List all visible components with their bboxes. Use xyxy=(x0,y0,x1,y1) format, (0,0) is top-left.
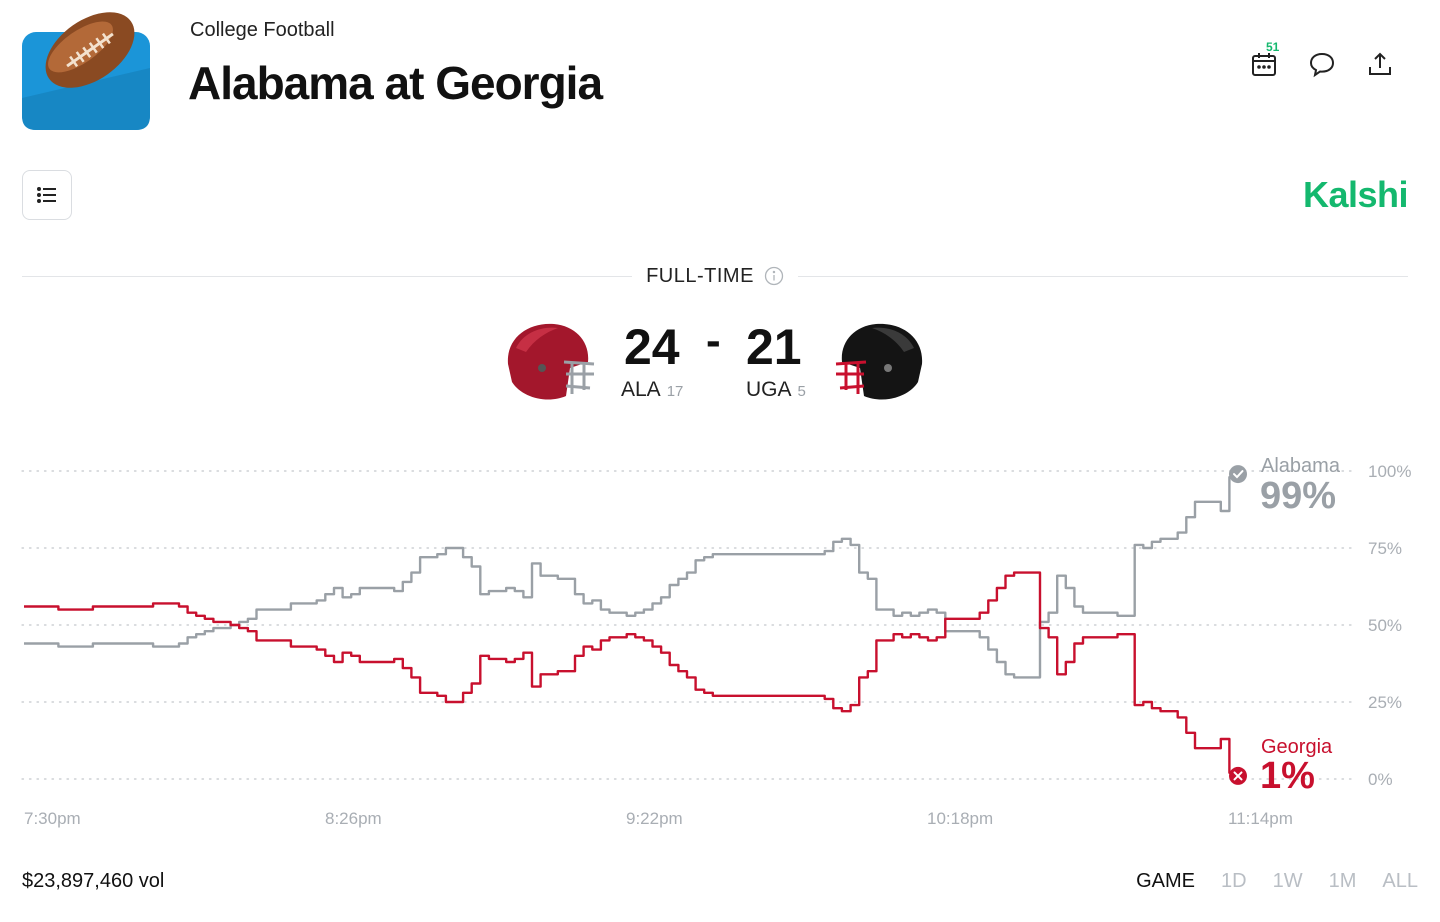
series-line-georgia xyxy=(24,571,1240,776)
range-all[interactable]: ALL xyxy=(1382,870,1418,892)
chat-bubble-icon xyxy=(1309,52,1335,78)
series-name-label: Alabama xyxy=(1261,455,1341,477)
alabama-rank: 17 xyxy=(666,383,684,400)
info-icon[interactable] xyxy=(764,266,784,286)
georgia-helmet-icon xyxy=(835,323,923,400)
series-line-alabama xyxy=(24,474,1240,679)
y-tick-label: 50% xyxy=(1368,616,1402,635)
x-tick-label: 10:18pm xyxy=(927,809,993,828)
georgia-rank: 5 xyxy=(797,383,806,400)
time-range-selector: GAME 1D 1W 1M ALL xyxy=(1136,870,1418,893)
y-tick-label: 25% xyxy=(1368,693,1402,712)
share-icon xyxy=(1369,52,1391,75)
volume-label: $23,897,460 vol xyxy=(22,870,165,892)
share-button[interactable] xyxy=(1360,44,1400,84)
y-tick-label: 100% xyxy=(1368,462,1411,481)
series-final-value: 99% xyxy=(1260,475,1336,517)
score-separator: - xyxy=(706,316,721,365)
x-tick-label: 8:26pm xyxy=(325,809,382,828)
y-tick-label: 0% xyxy=(1368,770,1393,789)
x-tick-label: 7:30pm xyxy=(24,809,81,828)
range-1d[interactable]: 1D xyxy=(1221,870,1247,892)
brand-logo[interactable]: Kalshi xyxy=(1302,174,1409,215)
alabama-team-label: ALA 17 xyxy=(621,378,683,402)
comments-button[interactable] xyxy=(1302,44,1342,84)
list-icon xyxy=(37,187,56,203)
top-actions: 51 xyxy=(1244,40,1400,84)
x-tick-label: 11:14pm xyxy=(1228,809,1293,828)
end-marker xyxy=(1229,465,1247,484)
georgia-team-label: UGA 5 xyxy=(746,378,806,402)
app-icon xyxy=(22,2,152,132)
alabama-helmet-icon xyxy=(507,323,595,400)
divider-line-right xyxy=(797,275,1408,277)
georgia-abbr: UGA xyxy=(746,378,792,401)
scoreboard: 24 - 21 ALA 17 UGA 5 xyxy=(0,310,1440,420)
game-status: FULL-TIME xyxy=(646,264,754,287)
calendar-icon xyxy=(1252,53,1276,76)
page-title: Alabama at Georgia xyxy=(188,57,603,109)
menu-button[interactable] xyxy=(22,170,72,220)
calendar-badge: 51 xyxy=(1266,40,1280,54)
alabama-abbr: ALA xyxy=(621,378,661,401)
alabama-score: 24 xyxy=(624,319,680,375)
probability-chart[interactable]: 100% 75% 50% 25% 0% 7:30pm 8:26pm 9:22pm 10:18pm… xyxy=(0,440,1440,840)
probability-chart-svg[interactable]: 100% 75% 50% 25% 0% 7:30pm 8:26pm 9:22pm 10:18pm… xyxy=(0,440,1440,840)
x-icon xyxy=(1233,771,1243,781)
range-game[interactable]: GAME xyxy=(1136,870,1196,892)
x-tick-label: 9:22pm xyxy=(626,809,683,828)
status-divider: FULL-TIME xyxy=(22,262,1408,290)
category-label: College Football xyxy=(190,19,335,41)
range-1w[interactable]: 1W xyxy=(1272,870,1303,892)
georgia-score: 21 xyxy=(746,319,802,375)
range-1m[interactable]: 1M xyxy=(1328,870,1357,892)
check-icon xyxy=(1233,470,1244,479)
y-tick-label: 75% xyxy=(1368,539,1402,558)
series-name-label: Georgia xyxy=(1261,736,1333,758)
divider-line-left xyxy=(22,275,633,277)
calendar-button[interactable]: 51 xyxy=(1244,40,1284,84)
series-final-value: 1% xyxy=(1260,755,1315,797)
